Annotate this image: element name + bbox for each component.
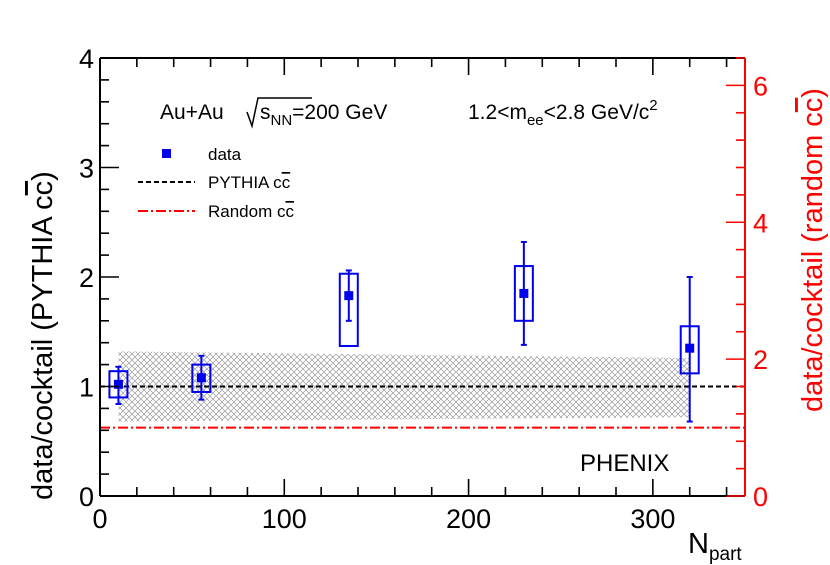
y-tick-label: 4 [79, 44, 94, 74]
collision-label: Au+Au [160, 101, 224, 124]
y-right-tick-label: 2 [753, 345, 768, 375]
legend-label-random: Random cc [208, 202, 294, 221]
y-tick-label: 0 [79, 482, 94, 512]
data-point [519, 288, 529, 298]
x-tick-label: 200 [446, 504, 491, 534]
y-tick-label: 2 [79, 263, 94, 293]
legend-label-data: data [208, 145, 242, 164]
axis-ticks [99, 57, 745, 497]
legend: data PYTHIA cc Random cc [138, 145, 294, 221]
y-right-tick-label: 4 [753, 208, 768, 238]
legend-label-pythia: PYTHIA cc [208, 173, 291, 192]
y-right-axis-title: data/cocktail (random cc) [797, 88, 829, 412]
y-tick-label: 3 [79, 154, 94, 184]
data-point [196, 373, 206, 383]
x-tick-label: 300 [630, 504, 675, 534]
data-point [685, 343, 695, 353]
data-series [108, 240, 700, 423]
y-right-tick-label: 6 [753, 71, 768, 101]
mass-range-label: 1.2<mee<2.8 GeV/c2 [468, 97, 658, 129]
y-axis-title: data/cocktail (PYTHIA cc) [27, 171, 59, 500]
experiment-label: PHENIX [580, 450, 669, 477]
x-tick-label: 0 [92, 504, 107, 534]
data-point [113, 379, 123, 389]
y-tick-label: 1 [79, 373, 94, 403]
y-right-tick-label: 0 [753, 482, 768, 512]
energy-label: sNN=200 GeV [260, 101, 387, 129]
sqrt-symbol [246, 97, 312, 129]
x-tick-label: 100 [262, 504, 307, 534]
x-axis-title: Npart [688, 528, 742, 565]
legend-marker-data [162, 149, 171, 158]
data-point [344, 291, 354, 301]
